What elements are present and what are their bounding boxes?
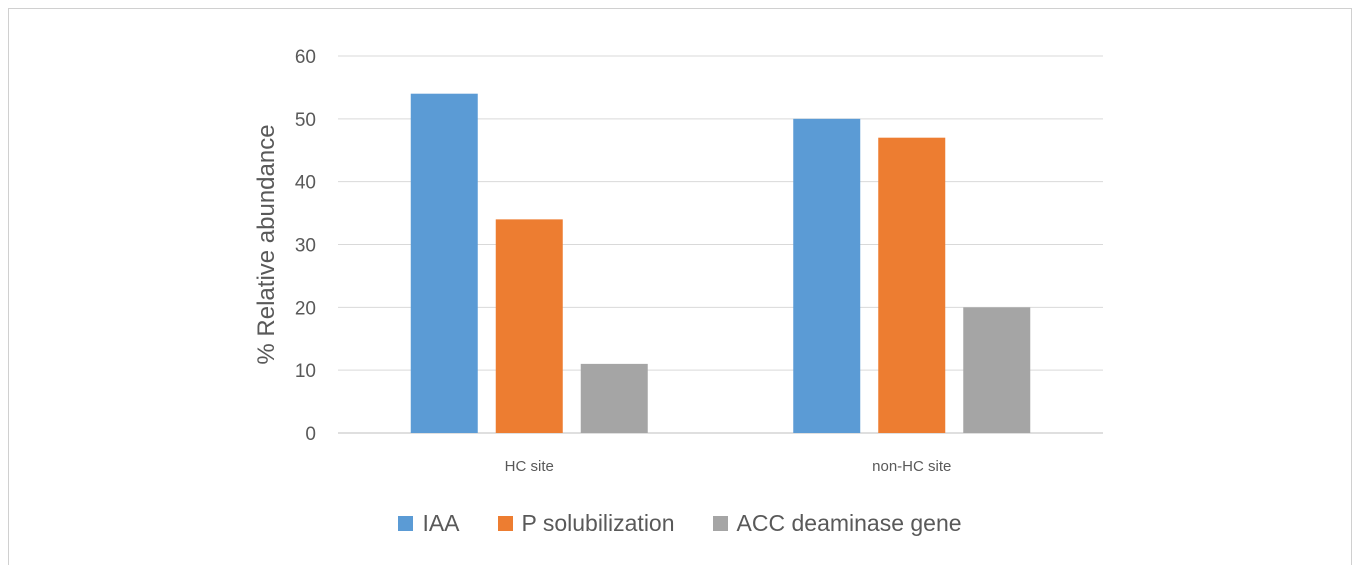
y-tick-label: 10 bbox=[295, 361, 316, 382]
y-axis-ticks: 0 10 20 30 40 50 60 bbox=[295, 47, 316, 445]
y-tick-label: 30 bbox=[295, 236, 316, 257]
y-tick-label: 60 bbox=[295, 47, 316, 68]
legend-label: ACC deaminase gene bbox=[736, 510, 962, 536]
chart-frame bbox=[8, 8, 1352, 565]
legend-item: P solubilization bbox=[497, 510, 675, 537]
legend: IAA P solubilization ACC deaminase gene bbox=[0, 510, 1360, 537]
bar-p-solubilization bbox=[878, 137, 946, 433]
bar-acc-deaminase-gene bbox=[963, 307, 1031, 433]
legend-swatch bbox=[712, 516, 728, 531]
legend-label: P solubilization bbox=[521, 510, 675, 536]
x-tick-label: non-HC site bbox=[872, 458, 951, 475]
x-tick-label: HC site bbox=[505, 458, 554, 475]
y-tick-label: 0 bbox=[305, 424, 316, 445]
bar-iaa bbox=[410, 93, 478, 433]
y-axis-label: % Relative abundance bbox=[253, 124, 280, 364]
bar-acc-deaminase-gene bbox=[580, 363, 648, 433]
y-tick-label: 40 bbox=[295, 173, 316, 194]
x-axis-ticks: HC site non-HC site bbox=[505, 458, 952, 475]
bar-iaa bbox=[793, 118, 861, 433]
legend-label: IAA bbox=[422, 510, 460, 536]
y-tick-label: 50 bbox=[295, 110, 316, 131]
bar-p-solubilization bbox=[495, 219, 563, 433]
bar-chart: 0 10 20 30 40 50 60 HC site non-HC site % Relat… bbox=[253, 47, 1103, 475]
legend-item: IAA bbox=[398, 510, 460, 537]
legend-swatch bbox=[398, 516, 414, 531]
legend-item: ACC deaminase gene bbox=[712, 510, 962, 537]
bars bbox=[410, 93, 1031, 433]
legend-swatch bbox=[497, 516, 513, 531]
y-tick-label: 20 bbox=[295, 298, 316, 319]
